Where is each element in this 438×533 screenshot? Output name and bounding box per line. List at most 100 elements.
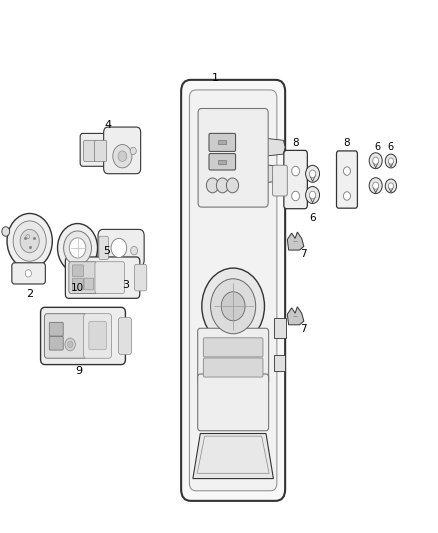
FancyBboxPatch shape [69, 262, 97, 294]
Circle shape [206, 178, 219, 193]
Polygon shape [373, 187, 378, 193]
FancyBboxPatch shape [84, 314, 112, 358]
Circle shape [118, 151, 127, 161]
Text: 6: 6 [309, 213, 316, 223]
FancyBboxPatch shape [12, 263, 46, 284]
Circle shape [343, 192, 350, 200]
Text: 1: 1 [212, 73, 219, 83]
Circle shape [373, 182, 378, 189]
FancyBboxPatch shape [72, 265, 84, 277]
Circle shape [309, 170, 316, 177]
FancyBboxPatch shape [209, 133, 236, 151]
Text: ∅: ∅ [25, 236, 30, 240]
Circle shape [309, 191, 316, 199]
Circle shape [343, 167, 350, 175]
Circle shape [25, 270, 32, 277]
Circle shape [306, 187, 320, 204]
Circle shape [226, 178, 239, 193]
FancyBboxPatch shape [203, 358, 263, 377]
FancyBboxPatch shape [198, 109, 268, 207]
FancyBboxPatch shape [49, 322, 63, 336]
FancyBboxPatch shape [189, 90, 277, 491]
Circle shape [385, 154, 396, 168]
Circle shape [131, 246, 138, 255]
FancyBboxPatch shape [209, 154, 236, 170]
Circle shape [389, 183, 393, 189]
Polygon shape [389, 163, 393, 167]
Text: 7: 7 [300, 324, 306, 334]
Circle shape [306, 165, 320, 182]
Circle shape [211, 279, 256, 334]
Circle shape [64, 231, 92, 265]
FancyBboxPatch shape [198, 328, 268, 385]
Text: 8: 8 [344, 138, 350, 148]
FancyBboxPatch shape [45, 314, 87, 358]
Circle shape [292, 191, 300, 201]
Circle shape [202, 268, 265, 344]
Polygon shape [310, 197, 315, 203]
Circle shape [292, 166, 300, 176]
FancyBboxPatch shape [104, 127, 141, 174]
Polygon shape [287, 307, 304, 325]
Circle shape [130, 147, 136, 155]
FancyBboxPatch shape [84, 278, 94, 290]
FancyBboxPatch shape [95, 140, 107, 161]
FancyBboxPatch shape [98, 229, 144, 266]
Circle shape [373, 157, 378, 164]
Circle shape [111, 238, 127, 257]
Circle shape [385, 179, 396, 193]
Circle shape [7, 214, 52, 269]
FancyBboxPatch shape [198, 374, 268, 431]
Polygon shape [389, 187, 393, 192]
FancyBboxPatch shape [95, 262, 124, 294]
FancyBboxPatch shape [181, 80, 285, 501]
FancyBboxPatch shape [284, 150, 307, 209]
Circle shape [57, 223, 98, 272]
Circle shape [216, 178, 229, 193]
FancyBboxPatch shape [84, 140, 96, 161]
FancyBboxPatch shape [203, 338, 263, 357]
FancyBboxPatch shape [336, 151, 357, 208]
Circle shape [2, 227, 10, 236]
FancyBboxPatch shape [134, 264, 147, 291]
FancyBboxPatch shape [118, 317, 131, 354]
FancyBboxPatch shape [99, 236, 109, 260]
Text: 5: 5 [103, 246, 110, 256]
Circle shape [389, 158, 393, 164]
Bar [274, 356, 285, 371]
Bar [218, 140, 226, 144]
Circle shape [20, 229, 39, 253]
FancyBboxPatch shape [89, 321, 106, 350]
Circle shape [69, 238, 86, 258]
Circle shape [113, 144, 132, 168]
FancyBboxPatch shape [272, 165, 287, 196]
FancyBboxPatch shape [65, 257, 140, 298]
Circle shape [67, 341, 73, 348]
Text: 4: 4 [104, 120, 112, 130]
Text: 6: 6 [374, 142, 380, 152]
Circle shape [221, 292, 245, 321]
Text: 8: 8 [292, 138, 299, 148]
Polygon shape [265, 138, 285, 156]
Text: 10: 10 [71, 282, 84, 293]
Polygon shape [265, 165, 285, 183]
Text: 3: 3 [122, 280, 129, 290]
Text: 2: 2 [26, 289, 33, 299]
Circle shape [369, 153, 382, 168]
Polygon shape [373, 163, 378, 168]
Bar [218, 160, 226, 164]
Circle shape [13, 221, 46, 261]
Polygon shape [310, 175, 315, 181]
Text: 7: 7 [300, 249, 306, 260]
Polygon shape [287, 232, 304, 250]
Circle shape [65, 338, 75, 351]
FancyBboxPatch shape [49, 336, 63, 350]
Polygon shape [193, 433, 273, 479]
Bar [274, 318, 286, 338]
FancyBboxPatch shape [80, 133, 110, 166]
FancyBboxPatch shape [41, 308, 125, 365]
Text: 9: 9 [75, 366, 82, 376]
Text: 6: 6 [388, 142, 394, 152]
Circle shape [369, 177, 382, 193]
FancyBboxPatch shape [72, 278, 84, 290]
